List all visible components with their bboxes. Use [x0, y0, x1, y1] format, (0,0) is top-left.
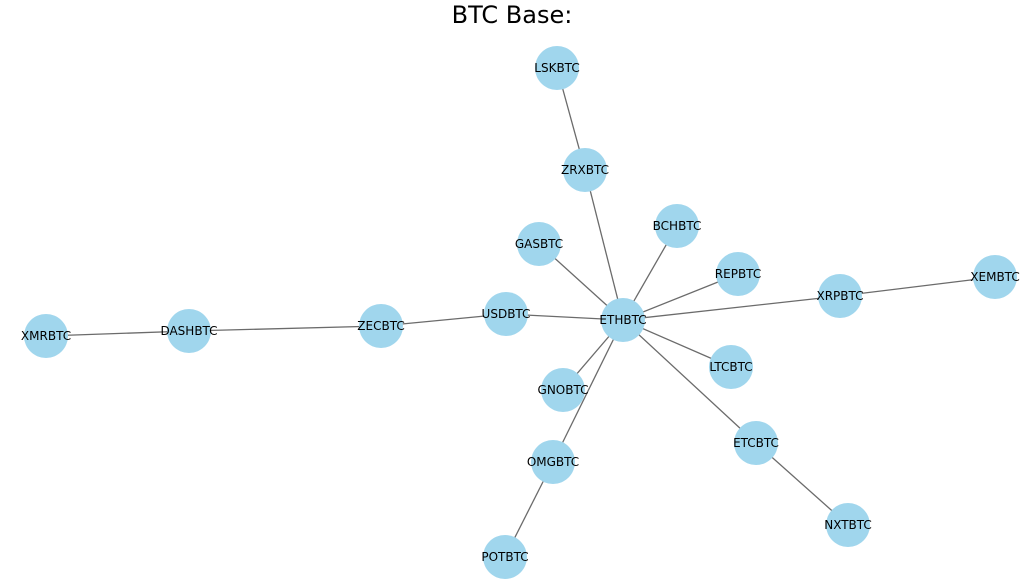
node-circle [973, 255, 1017, 299]
node-label: ETCBTC [733, 436, 779, 450]
node-bchbtc: BCHBTC [653, 204, 702, 248]
node-circle [359, 304, 403, 348]
node-label: NXTBTC [824, 518, 872, 532]
node-lskbtc: LSKBTC [534, 46, 580, 90]
node-label: GNOBTC [538, 383, 589, 397]
nodes-layer: ETHBTC LSKBTC ZRXBTC BCHBTC GASBTC REPBTC XRPB… [21, 46, 1020, 579]
node-label: LTCBTC [709, 360, 752, 374]
node-gnobtc: GNOBTC [538, 368, 589, 412]
node-circle [535, 46, 579, 90]
node-circle [531, 440, 575, 484]
node-label: POTBTC [481, 550, 528, 564]
node-circle [483, 535, 527, 579]
node-label: GASBTC [515, 237, 563, 251]
node-label: USDBTC [482, 307, 531, 321]
node-circle [517, 222, 561, 266]
node-circle [563, 148, 607, 192]
node-xrpbtc: XRPBTC [816, 274, 864, 318]
node-label: BCHBTC [653, 219, 702, 233]
node-nxtbtc: NXTBTC [824, 503, 872, 547]
node-circle [734, 421, 778, 465]
edge-etcbtc-ethbtc [622, 319, 757, 444]
node-xembtc: XEMBTC [970, 255, 1020, 299]
node-circle [716, 252, 760, 296]
node-zecbtc: ZECBTC [357, 304, 405, 348]
edge-xembtc-xrpbtc [839, 276, 996, 297]
node-circle [167, 309, 211, 353]
node-dashbtc: DASHBTC [160, 309, 218, 353]
node-etcbtc: ETCBTC [733, 421, 779, 465]
node-circle [541, 368, 585, 412]
node-label: OMGBTC [527, 455, 579, 469]
node-xmrbtc: XMRBTC [21, 314, 71, 358]
node-ltcbtc: LTCBTC [709, 345, 753, 389]
edge-dashbtc-zecbtc [188, 325, 382, 332]
edge-omgbtc-ethbtc [552, 319, 624, 463]
node-circle [818, 274, 862, 318]
node-gasbtc: GASBTC [515, 222, 563, 266]
node-usdbtc: USDBTC [482, 292, 531, 336]
node-label: ETHBTC [599, 313, 646, 327]
node-label: ZECBTC [357, 319, 404, 333]
edge-xrpbtc-ethbtc [622, 295, 841, 321]
node-circle [655, 204, 699, 248]
node-label: XRPBTC [816, 289, 863, 303]
node-zrxbtc: ZRXBTC [561, 148, 609, 192]
node-circle [826, 503, 870, 547]
node-label: XEMBTC [970, 270, 1019, 284]
node-ethbtc: ETHBTC [599, 298, 647, 342]
edge-xmrbtc-dashbtc [45, 330, 190, 337]
node-circle [709, 345, 753, 389]
node-omgbtc: OMGBTC [527, 440, 579, 484]
node-label: REPBTC [715, 267, 761, 281]
node-label: XMRBTC [21, 329, 71, 343]
node-label: LSKBTC [534, 61, 579, 75]
node-potbtc: POTBTC [481, 535, 529, 579]
node-label: DASHBTC [160, 324, 217, 338]
node-circle [484, 292, 528, 336]
node-circle [24, 314, 68, 358]
node-repbtc: REPBTC [715, 252, 761, 296]
graph-title: BTC Base: [451, 1, 573, 29]
node-label: ZRXBTC [561, 163, 609, 177]
node-circle [601, 298, 645, 342]
edge-zrxbtc-ethbtc [584, 169, 624, 321]
